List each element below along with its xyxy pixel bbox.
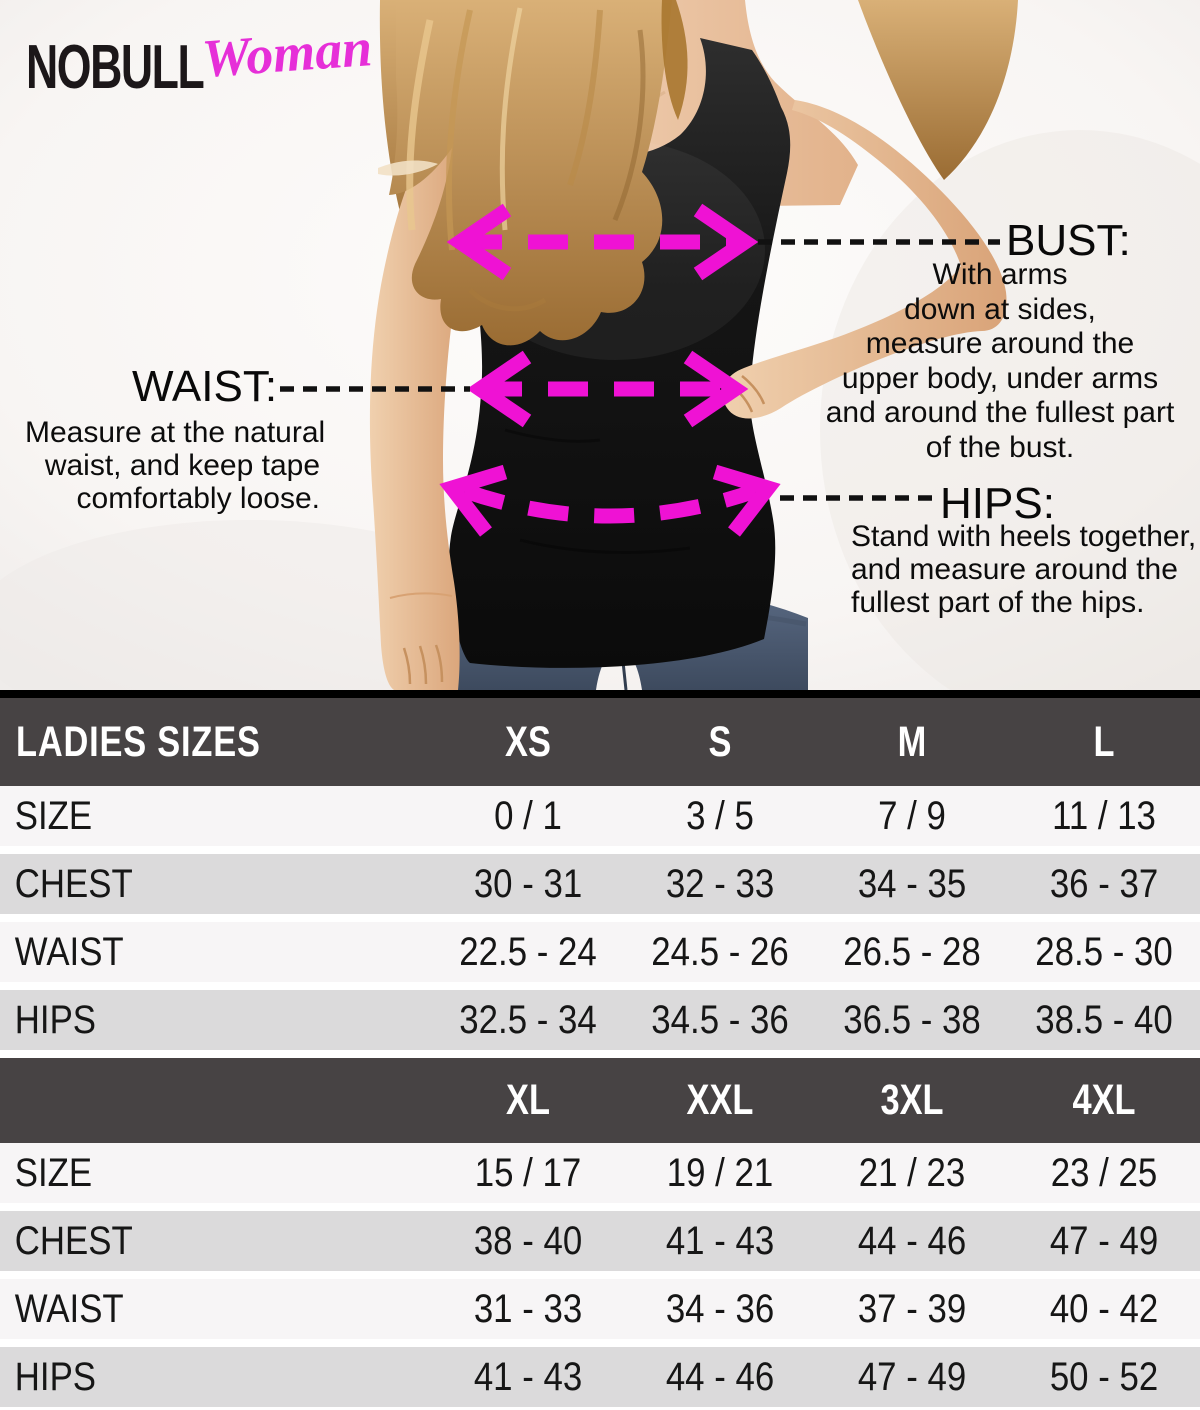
- cell-value: 34.5 - 36: [651, 997, 789, 1042]
- cell-value: 11 / 13: [1052, 793, 1156, 838]
- cell-value: 26.5 - 28: [843, 929, 981, 974]
- column-header-l: L: [1093, 717, 1115, 766]
- left-hand-fingers: [402, 644, 444, 685]
- row-label: SIZE: [14, 1150, 93, 1195]
- table-row-hips: HIPS 32.5 - 34 34.5 - 36 36.5 - 38 38.5 …: [0, 990, 1200, 1050]
- cell-value: 32.5 - 34: [459, 997, 597, 1042]
- waist-label: WAIST:: [132, 362, 278, 411]
- wall-shadow: [820, 130, 1200, 690]
- cell-value: 41 - 43: [665, 1218, 775, 1263]
- cell-value: 47 - 49: [857, 1354, 967, 1399]
- cell-value: 40 - 42: [1049, 1286, 1159, 1331]
- hair-front: [378, 0, 688, 346]
- waist-arrow: [466, 350, 749, 428]
- cell-value: 7 / 9: [878, 793, 946, 838]
- hips-arrow: [439, 464, 781, 537]
- hips-description-line: and measure around the: [851, 553, 1178, 586]
- row-label: WAIST: [14, 1286, 124, 1331]
- table-row-waist: WAIST 31 - 33 34 - 36 37 - 39 40 - 42: [0, 1279, 1200, 1339]
- waist-description-line: comfortably loose.: [76, 482, 320, 515]
- cell-value: 15 / 17: [474, 1150, 582, 1195]
- cell-value: 41 - 43: [473, 1354, 583, 1399]
- hips-description: Stand with heels together, and measure a…: [851, 520, 1196, 619]
- logo-collection-text: Woman: [200, 17, 374, 89]
- column-header-3xl: 3XL: [880, 1076, 944, 1124]
- bust-description-line: upper body, under arms: [841, 361, 1159, 395]
- cell-value: 31 - 33: [473, 1286, 583, 1331]
- cell-value: 36.5 - 38: [843, 997, 981, 1042]
- bust-arrow: [446, 203, 759, 281]
- column-header-4xl: 4XL: [1072, 1076, 1136, 1124]
- column-header-xxl: XXL: [686, 1076, 754, 1124]
- row-label: CHEST: [14, 861, 133, 906]
- column-header-m: M: [897, 717, 927, 766]
- table-row-size: SIZE 15 / 17 19 / 21 21 / 23 23 / 25: [0, 1143, 1200, 1203]
- table-row-size: SIZE 0 / 1 3 / 5 7 / 9 11 / 13: [0, 786, 1200, 846]
- table-row-chest: CHEST 30 - 31 32 - 33 34 - 35 36 - 37: [0, 854, 1200, 914]
- bust-description: With arms down at sides, measure around …: [810, 258, 1190, 465]
- table-row-hips: HIPS 41 - 43 44 - 46 47 - 49 50 - 52: [0, 1347, 1200, 1407]
- row-label: WAIST: [14, 929, 124, 974]
- cell-value: 24.5 - 26: [651, 929, 789, 974]
- size-table: LADIES SIZES XS S M L SIZE 0 / 1 3 / 5 7…: [0, 690, 1200, 1410]
- logo-brand-text: NOBULL: [26, 33, 205, 102]
- cell-value: 21 / 23: [858, 1150, 966, 1195]
- row-label: HIPS: [14, 997, 97, 1042]
- model-photo: [0, 0, 1200, 690]
- waist-description-line: Measure at the natural: [25, 416, 326, 449]
- waist-description: Measure at the natural waist, and keep t…: [25, 416, 326, 515]
- cell-value: 50 - 52: [1049, 1354, 1159, 1399]
- cell-value: 22.5 - 24: [459, 929, 597, 974]
- waist-description-line: waist, and keep tape: [44, 449, 320, 482]
- bust-description-line: With arms: [932, 258, 1068, 291]
- cell-value: 44 - 46: [665, 1354, 775, 1399]
- column-header-xl: XL: [506, 1076, 550, 1124]
- bust-label: BUST:: [1006, 216, 1131, 265]
- cell-value: 32 - 33: [665, 861, 775, 906]
- column-header-s: S: [708, 717, 732, 766]
- cell-value: 36 - 37: [1049, 861, 1159, 906]
- column-header-xs: XS: [505, 717, 551, 766]
- measurement-hero: NOBULL Woman BUST: With arms down at sid…: [0, 0, 1200, 690]
- cell-value: 37 - 39: [857, 1286, 967, 1331]
- cell-value: 38.5 - 40: [1035, 997, 1173, 1042]
- cell-value: 38 - 40: [473, 1218, 583, 1263]
- hips-label: HIPS:: [940, 479, 1055, 528]
- row-label: HIPS: [14, 1354, 97, 1399]
- table-header-ladies: LADIES SIZES XS S M L: [0, 698, 1200, 786]
- hips-description-line: fullest part of the hips.: [851, 586, 1145, 619]
- cell-value: 28.5 - 30: [1035, 929, 1173, 974]
- cell-value: 3 / 5: [686, 793, 754, 838]
- cell-value: 19 / 21: [666, 1150, 774, 1195]
- row-label: SIZE: [14, 793, 93, 838]
- table-top-bar: [0, 690, 1200, 698]
- bust-description-line: and around the fullest part: [825, 396, 1175, 429]
- bust-description-line: down at sides,: [904, 292, 1096, 326]
- cell-value: 44 - 46: [857, 1218, 967, 1263]
- table-header-plus: XL XXL 3XL 4XL: [0, 1058, 1200, 1143]
- table-row-waist: WAIST 22.5 - 24 24.5 - 26 26.5 - 28 28.5…: [0, 922, 1200, 982]
- cell-value: 30 - 31: [473, 861, 583, 906]
- cell-value: 23 / 25: [1050, 1150, 1158, 1195]
- cell-value: 34 - 36: [665, 1286, 775, 1331]
- row-label: CHEST: [14, 1218, 133, 1263]
- cell-value: 34 - 35: [857, 861, 967, 906]
- table-title: LADIES SIZES: [16, 717, 261, 766]
- bust-description-line: of the bust.: [925, 430, 1075, 464]
- table-row-chest: CHEST 38 - 40 41 - 43 44 - 46 47 - 49: [0, 1211, 1200, 1271]
- cell-value: 0 / 1: [494, 793, 562, 838]
- bust-description-line: measure around the: [865, 327, 1135, 360]
- cell-value: 47 - 49: [1049, 1218, 1159, 1263]
- hips-description-line: Stand with heels together,: [851, 520, 1197, 553]
